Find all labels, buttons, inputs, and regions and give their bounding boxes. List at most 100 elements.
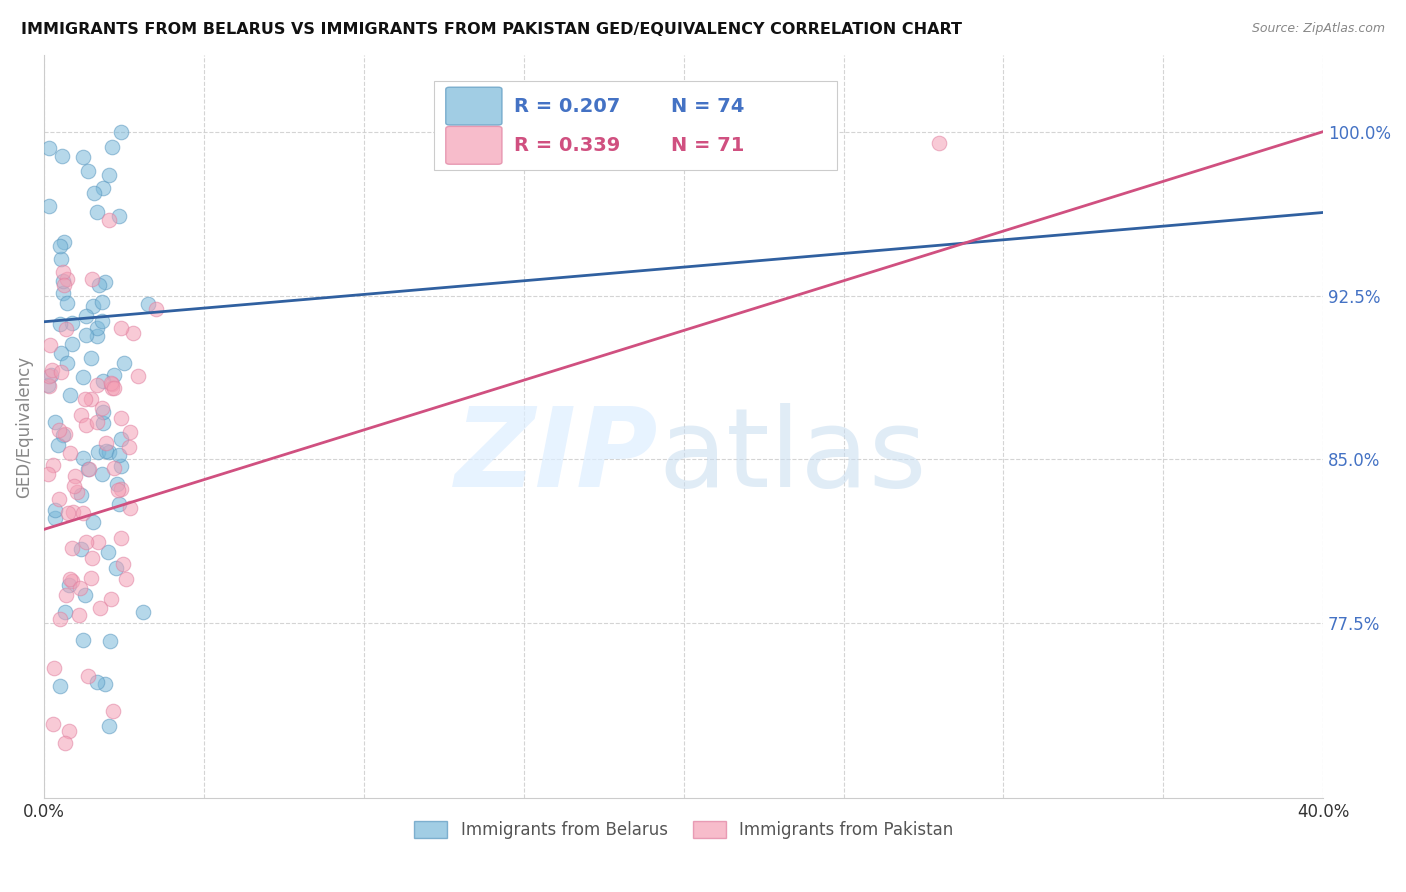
Point [77,164,100,178]
Point [48,438,70,452]
Point [59,446,82,460]
Point [80,571,103,585]
Point [60,574,83,588]
Point [100,591,122,606]
Point [98,169,121,183]
Point [73,392,96,407]
Point [89,277,111,292]
Point [91,180,114,194]
Point [77,462,100,476]
Point [38,141,60,155]
Point [49,346,72,360]
Point [80,351,103,365]
Point [38,368,60,383]
Point [103,381,125,395]
Point [89,600,111,615]
Point [60,336,83,351]
Point [86,444,108,458]
Point [52,286,75,301]
Point [44,511,66,525]
Point [91,401,114,415]
Point [132,605,155,619]
Point [72,150,94,164]
Point [52,265,75,279]
Point [58,723,80,738]
Point [38,199,60,213]
Point [96,444,118,458]
Point [37,467,59,481]
Point [100,376,122,390]
Point [58,578,80,592]
Point [75,309,97,323]
Point [107,483,129,497]
Point [62,505,84,519]
Point [51,149,73,163]
Point [86,415,108,429]
Point [91,295,114,310]
Point [121,326,143,340]
Point [118,440,141,454]
Point [98,445,121,459]
Point [105,477,128,491]
Point [51,252,73,267]
Point [107,448,129,462]
Point [87,535,110,549]
Point [49,612,72,626]
Point [86,378,108,392]
Point [103,368,125,383]
Point [49,239,72,253]
Point [59,572,82,586]
Point [72,632,94,647]
Point [110,458,132,473]
Point [72,450,94,465]
Point [110,410,132,425]
Text: ZIP: ZIP [454,403,658,510]
Point [80,550,103,565]
Point [97,213,120,227]
Point [107,497,129,511]
Point [112,557,135,571]
Point [59,387,82,401]
Point [101,704,124,718]
Point [100,381,122,395]
Point [39,368,62,383]
Point [73,588,96,602]
Point [52,278,75,293]
Point [42,661,65,675]
Point [101,376,124,391]
Point [86,329,108,343]
Point [66,484,89,499]
Point [80,272,103,286]
Point [110,321,132,335]
Point [49,317,72,331]
Point [38,378,60,392]
Y-axis label: GED/Equivalency: GED/Equivalency [15,356,32,498]
Point [65,469,87,483]
Point [127,368,149,383]
Point [56,356,79,370]
Point [86,321,108,335]
Point [82,299,104,313]
Point [75,328,97,343]
Text: N = 71: N = 71 [671,136,744,155]
Point [53,606,76,620]
Text: IMMIGRANTS FROM BELARUS VS IMMIGRANTS FROM PAKISTAN GED/EQUIVALENCY CORRELATION : IMMIGRANTS FROM BELARUS VS IMMIGRANTS FR… [21,22,962,37]
FancyBboxPatch shape [434,81,837,170]
Text: N = 74: N = 74 [671,96,744,116]
Point [58,506,80,520]
Point [69,581,91,595]
Point [110,432,132,446]
Legend: Immigrants from Belarus, Immigrants from Pakistan: Immigrants from Belarus, Immigrants from… [408,814,960,846]
Point [42,717,65,731]
FancyBboxPatch shape [446,87,502,125]
Point [82,515,104,529]
Point [63,479,86,493]
Point [145,301,167,316]
Point [115,572,138,586]
Point [928,136,950,150]
Point [76,462,98,476]
Point [91,314,114,328]
Point [48,491,70,506]
Point [83,186,105,200]
Point [44,502,66,516]
